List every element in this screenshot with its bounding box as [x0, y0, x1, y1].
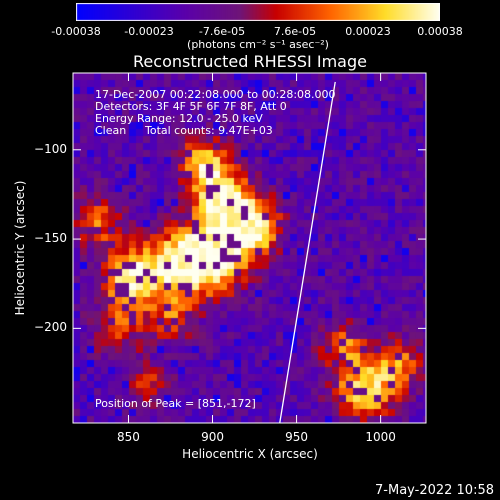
solar-limb-line — [279, 81, 336, 424]
colorbar — [76, 3, 440, 21]
y-tick-label: −100 — [34, 141, 67, 156]
x-tick-label: 950 — [285, 430, 309, 444]
colorbar-tick-label: 0.00038 — [417, 25, 463, 38]
y-axis-label: Heliocentric Y (arcsec) — [13, 180, 27, 316]
x-tick-label: 1000 — [365, 430, 396, 444]
info-total-counts: Total counts: 9.47E+03 — [145, 124, 273, 137]
info-time-range: 17-Dec-2007 00:22:08.000 to 00:28:08.000 — [95, 88, 336, 101]
chart-title: Reconstructed RHESSI Image — [133, 52, 367, 71]
colorbar-tick-label: -0.00023 — [124, 25, 174, 38]
colorbar-tick-label: -0.00038 — [51, 25, 101, 38]
x-axis-label: Heliocentric X (arcsec) — [182, 447, 318, 461]
colorbar-tick-label: 0.00023 — [345, 25, 391, 38]
x-tick-label: 850 — [117, 430, 140, 444]
y-axis-ticks — [73, 149, 426, 329]
y-tick-label: −200 — [34, 320, 67, 335]
info-clean: Clean — [95, 124, 127, 137]
date-stamp: 7-May-2022 10:58 — [375, 483, 494, 498]
info-energy: Energy Range: 12.0 - 25.0 keV — [95, 112, 263, 125]
colorbar-tick-label: -7.6e-05 — [198, 25, 246, 38]
y-tick-label: −150 — [34, 231, 67, 246]
plot-frame — [72, 72, 427, 424]
info-detectors: Detectors: 3F 4F 5F 6F 7F 8F, Att 0 — [95, 100, 287, 113]
x-axis-ticks — [127, 73, 382, 423]
colorbar-tick-label: 7.6e-05 — [273, 25, 317, 38]
x-tick-label: 900 — [201, 430, 224, 444]
colorbar-units: (photons cm⁻² s⁻¹ asec⁻²) — [187, 38, 329, 51]
heatmap-image — [73, 73, 426, 423]
info-peak-position: Position of Peak = [851,-172] — [95, 397, 256, 410]
